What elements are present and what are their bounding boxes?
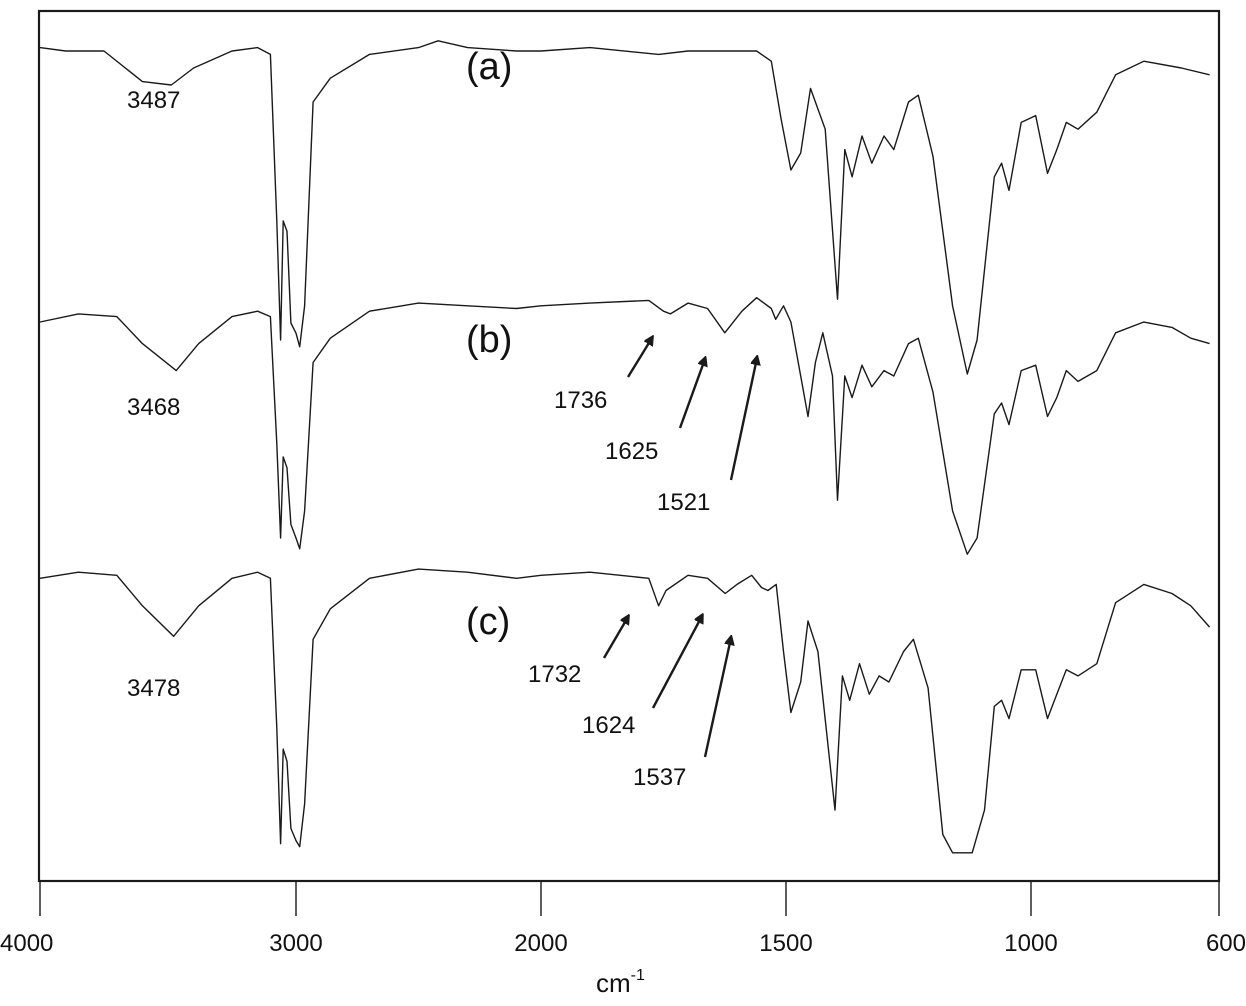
x-tick-label: 3000 bbox=[269, 930, 322, 957]
arrow-1736-b bbox=[626, 338, 652, 378]
arrow-1521-b bbox=[729, 358, 757, 481]
peak-label-1736: 1736 bbox=[554, 387, 607, 414]
x-axis-tick-labels: 4000 3000 2000 1500 1000 600 bbox=[0, 930, 1246, 957]
x-tick-label: 2000 bbox=[514, 930, 567, 957]
spectrum-b-trace bbox=[39, 297, 1210, 555]
peak-label-1521: 1521 bbox=[657, 489, 710, 516]
series-label-b: (b) bbox=[466, 319, 512, 361]
series-label-a: (a) bbox=[466, 46, 512, 88]
arrow-1537-c bbox=[703, 638, 731, 758]
arrow-1625-b bbox=[678, 359, 705, 429]
peak-label-3487: 3487 bbox=[127, 87, 180, 114]
x-tick-label: 600 bbox=[1206, 930, 1246, 957]
arrow-1624-c bbox=[651, 616, 702, 709]
x-axis-label: cm-1 bbox=[596, 967, 645, 998]
peak-label-1624: 1624 bbox=[582, 712, 635, 739]
x-axis-label-base: cm bbox=[596, 968, 631, 998]
x-axis-label-superscript: -1 bbox=[631, 967, 645, 984]
arrow-1732-c bbox=[602, 617, 628, 659]
plot-frame bbox=[37, 9, 1221, 883]
peak-label-3478: 3478 bbox=[127, 675, 180, 702]
spectrum-a-trace bbox=[39, 40, 1210, 375]
peak-label-1537: 1537 bbox=[633, 764, 686, 791]
peak-label-1732: 1732 bbox=[528, 661, 581, 688]
series-label-c: (c) bbox=[466, 601, 510, 643]
spectrum-c-trace bbox=[39, 568, 1211, 854]
x-tick-label: 4000 bbox=[0, 930, 53, 957]
x-tick-label: 1500 bbox=[759, 930, 812, 957]
x-axis-ticks bbox=[39, 881, 1220, 916]
x-tick-label: 1000 bbox=[1004, 930, 1057, 957]
peak-label-3468: 3468 bbox=[127, 394, 180, 421]
peak-label-1625: 1625 bbox=[605, 438, 658, 465]
